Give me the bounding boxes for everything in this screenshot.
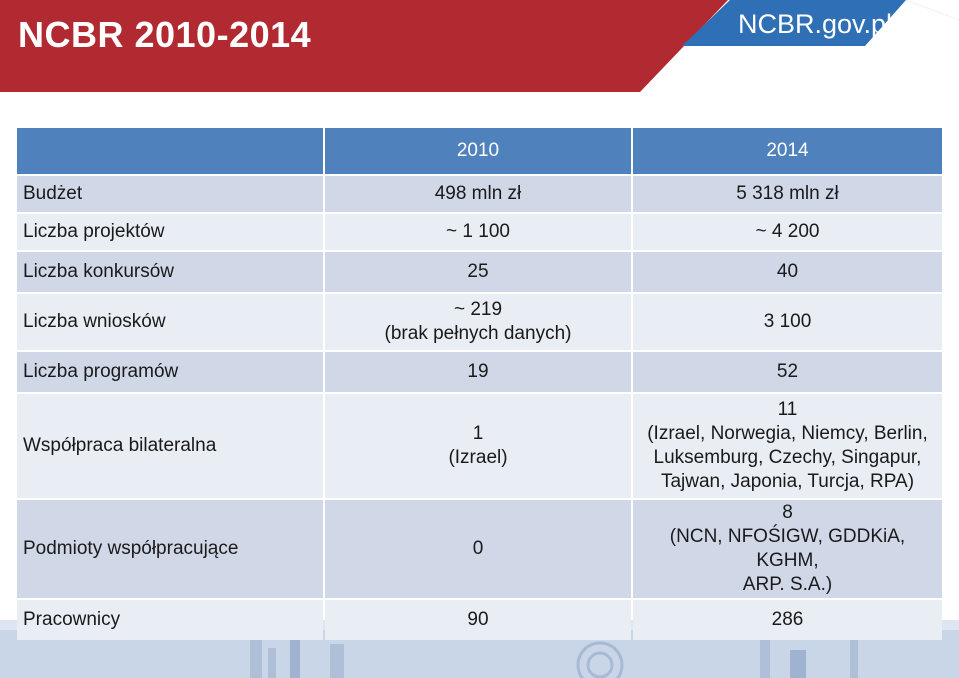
table-header-row: 2010 2014 [17,128,942,174]
red-banner-shape [0,0,728,92]
table-row: Podmioty współpracujące 0 8 (NCN, NFOŚIGW,… [17,500,942,598]
value-2014: 11 (Izrael, Norwegia, Niemcy, Berlin, Lu… [633,394,942,498]
white-corner-shape [906,0,959,20]
value-2010: ~ 1 100 [325,214,631,250]
value-2014: ~ 4 200 [633,214,942,250]
header-background [0,0,959,92]
value-2014: 52 [633,352,942,392]
table-row: Liczba konkursów 25 40 [17,252,942,292]
value-2014: 40 [633,252,942,292]
header-banner: NCBR 2010-2014 NCBR.gov.pl [0,0,959,92]
table-row: Współpraca bilateralna 1 (Izrael) 11 (Izra… [17,394,942,498]
row-label: Liczba programów [17,352,323,392]
blue-banner-shape [682,0,959,46]
table-body: Budżet 498 mln zł 5 318 mln zł Liczba proje… [17,176,942,640]
table-row: Pracownicy 90 286 [17,600,942,640]
row-label: Liczba konkursów [17,252,323,292]
row-label: Liczba projektów [17,214,323,250]
page-title: NCBR 2010-2014 [18,14,312,55]
brand-logo-text[interactable]: NCBR.gov.pl [738,9,893,39]
value-2010: 0 [325,500,631,598]
value-2014: 3 100 [633,294,942,350]
row-label: Podmioty współpracujące [17,500,323,598]
stats-table: 2010 2014 Budżet 498 mln zł 5 318 mln zł Li… [15,126,944,642]
value-2014: 286 [633,600,942,640]
value-2010: 19 [325,352,631,392]
row-label: Współpraca bilateralna [17,394,323,498]
value-2010: 25 [325,252,631,292]
table-row: Liczba programów 19 52 [17,352,942,392]
row-label: Budżet [17,176,323,212]
value-2010: 90 [325,600,631,640]
value-2010: 498 mln zł [325,176,631,212]
table-row: Liczba projektów ~ 1 100 ~ 4 200 [17,214,942,250]
value-2010: 1 (Izrael) [325,394,631,498]
value-2014: 5 318 mln zł [633,176,942,212]
value-2014: 8 (NCN, NFOŚIGW, GDDKiA, KGHM, ARP. S.A.… [633,500,942,598]
column-header-empty [17,128,323,174]
table-row: Budżet 498 mln zł 5 318 mln zł [17,176,942,212]
row-label: Pracownicy [17,600,323,640]
column-header-2010: 2010 [325,128,631,174]
value-2010: ~ 219 (brak pełnych danych) [325,294,631,350]
table-row: Liczba wniosków ~ 219 (brak pełnych danyc… [17,294,942,350]
row-label: Liczba wniosków [17,294,323,350]
column-header-2014: 2014 [633,128,942,174]
